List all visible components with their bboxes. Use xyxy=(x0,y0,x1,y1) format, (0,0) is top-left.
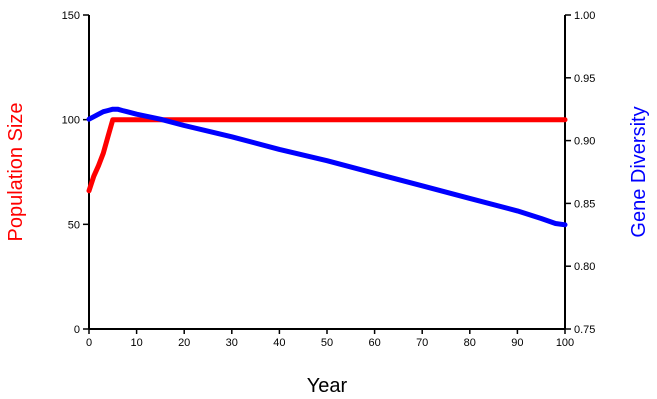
x-axis-title: Year xyxy=(307,375,348,397)
gene-diversity-line xyxy=(86,106,568,228)
right-y-tick-label: 0.85 xyxy=(574,198,595,210)
x-tick-label: 0 xyxy=(86,337,92,349)
right-y-tick-label: 0.90 xyxy=(574,136,595,148)
right-y-tick-label: 0.95 xyxy=(574,73,595,85)
series-layer xyxy=(86,106,568,228)
left-y-tick-label: 100 xyxy=(62,115,80,127)
right-y-tick-label: 1.00 xyxy=(574,10,595,22)
x-tick-label: 40 xyxy=(273,337,285,349)
left-y-tick-label: 0 xyxy=(74,324,80,336)
right-y-tick-label: 0.75 xyxy=(574,324,595,336)
x-tick-label: 10 xyxy=(130,337,142,349)
x-tick-label: 70 xyxy=(416,337,428,349)
x-tick-label: 80 xyxy=(464,337,476,349)
labels-layer: Year Population Size Gene Diversity xyxy=(5,103,650,397)
left-y-tick-label: 150 xyxy=(62,10,80,22)
x-tick-label: 20 xyxy=(178,337,190,349)
left-y-axis-title: Population Size xyxy=(5,103,27,242)
right-y-tick-label: 0.80 xyxy=(574,261,595,273)
left-y-tick-label: 50 xyxy=(68,219,80,231)
x-tick-label: 50 xyxy=(321,337,333,349)
population-size-line xyxy=(86,117,568,194)
right-y-axis-title: Gene Diversity xyxy=(628,106,650,237)
x-tick-label: 100 xyxy=(556,337,574,349)
axes-layer xyxy=(88,15,566,330)
x-tick-label: 30 xyxy=(226,337,238,349)
x-tick-label: 90 xyxy=(511,337,523,349)
x-tick-label: 60 xyxy=(368,337,380,349)
ticks-layer: 0 10 20 30 40 50 60 70 80 90 100 0 50 100 150 0.75 0.80 0… xyxy=(62,10,596,349)
